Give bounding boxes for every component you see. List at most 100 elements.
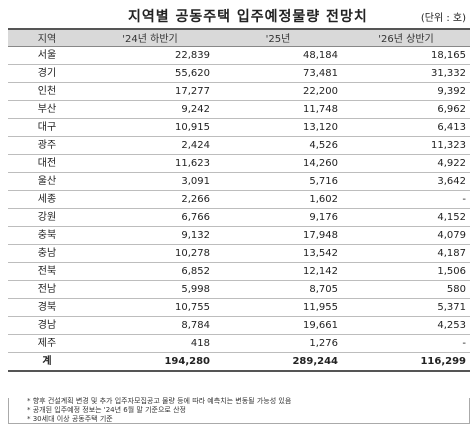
- notes-box: * 향후 건설계획 변경 및 추가 입주자모집공고 물량 등에 따라 예측치는 …: [8, 397, 470, 424]
- value-2026-h1: 6,962: [342, 100, 470, 119]
- value-2024-h2: 11,623: [86, 154, 214, 173]
- table-row: 세종 2,266 1,602-: [8, 190, 470, 209]
- region-cell: 인천: [8, 82, 86, 101]
- value-2025: 4,526: [214, 136, 342, 155]
- value-2026-h1: -: [342, 190, 470, 209]
- value-2024-h2: 2,266: [86, 190, 214, 209]
- region-cell: 울산: [8, 172, 86, 191]
- header-2025: '25년: [214, 30, 342, 47]
- value-2025: 13,120: [214, 118, 342, 137]
- value-2026-h1: 4,253: [342, 316, 470, 335]
- table-body: 서울 22,839 48,184 18,165 경기 55,620 73,481 31,332…: [8, 46, 470, 372]
- value-2025: 73,481: [214, 64, 342, 83]
- note-1: * 향후 건설계획 변경 및 추가 입주자모집공고 물량 등에 따라 예측치는 …: [27, 397, 292, 405]
- region-cell: 전남: [8, 280, 86, 299]
- header-region: 지역: [8, 30, 86, 47]
- note-3: * 30세대 이상 공동주택 기준: [27, 415, 113, 423]
- value-2024-h2: 10,915: [86, 118, 214, 137]
- value-2026-h1: 4,079: [342, 226, 470, 245]
- value-2026-h1: 4,152: [342, 208, 470, 227]
- value-2025: 11,955: [214, 298, 342, 317]
- table-row: 인천 17,277 22,200 9,392: [8, 82, 470, 101]
- value-2024-h2: 10,278: [86, 244, 214, 263]
- table-row: 전북 6,852 12,142 1,506: [8, 262, 470, 281]
- value-2026-h1: 18,165: [342, 46, 470, 65]
- region-cell: 강원: [8, 208, 86, 227]
- value-2025: 13,542: [214, 244, 342, 263]
- value-2024-h2: 418: [86, 334, 214, 353]
- region-cell: 충북: [8, 226, 86, 245]
- value-2025: 12,142: [214, 262, 342, 281]
- unit-label: (단위 : 호): [420, 13, 466, 24]
- value-2024-h2: 22,839: [86, 46, 214, 65]
- value-2025: 5,716: [214, 172, 342, 191]
- table-row: 부산 9,242 11,748 6,962: [8, 100, 470, 119]
- value-2024-h2: 2,424: [86, 136, 214, 155]
- region-cell: 충남: [8, 244, 86, 263]
- note-2: * 공개된 입주예정 정보는 '24년 6월 말 기준으로 산정: [27, 406, 186, 414]
- header-2026-h1: '26년 상반기: [342, 30, 470, 47]
- value-2025: 8,705: [214, 280, 342, 299]
- value-2026-h1: 11,323: [342, 136, 470, 155]
- value-2024-h2: 55,620: [86, 64, 214, 83]
- table-row: 충남 10,278 13,542 4,187: [8, 244, 470, 263]
- value-2025: 17,948: [214, 226, 342, 245]
- region-cell: 부산: [8, 100, 86, 119]
- value-2024-h2: 5,998: [86, 280, 214, 299]
- table-row: 광주 2,424 4,526 11,323: [8, 136, 470, 155]
- value-2024-h2: 6,852: [86, 262, 214, 281]
- value-2024-h2: 10,755: [86, 298, 214, 317]
- value-2024-h2: 3,091: [86, 172, 214, 191]
- table-header-row: 지역 '24년 하반기 '25년 '26년 상반기: [8, 30, 470, 47]
- value-2025: 14,260: [214, 154, 342, 173]
- total-label: 계: [8, 351, 86, 372]
- table-total-row: 계 194,280 289,244 116,299: [8, 351, 470, 372]
- value-2025: 1,602: [214, 190, 342, 209]
- page-title: 지역별 공동주택 입주예정물량 전망치: [128, 9, 368, 25]
- table-row: 서울 22,839 48,184 18,165: [8, 46, 470, 65]
- value-2026-h1: 31,332: [342, 64, 470, 83]
- value-2025: 48,184: [214, 46, 342, 65]
- region-cell: 전북: [8, 262, 86, 281]
- region-cell: 대구: [8, 118, 86, 137]
- value-2025: 22,200: [214, 82, 342, 101]
- table-row: 충북 9,132 17,948 4,079: [8, 226, 470, 245]
- total-2025: 289,244: [214, 351, 342, 372]
- value-2026-h1: 6,413: [342, 118, 470, 137]
- value-2026-h1: 4,187: [342, 244, 470, 263]
- value-2024-h2: 6,766: [86, 208, 214, 227]
- region-cell: 경남: [8, 316, 86, 335]
- value-2026-h1: -: [342, 334, 470, 353]
- value-2026-h1: 5,371: [342, 298, 470, 317]
- region-cell: 광주: [8, 136, 86, 155]
- value-2026-h1: 9,392: [342, 82, 470, 101]
- table-row: 전남 5,998 8,705 580: [8, 280, 470, 299]
- region-cell: 제주: [8, 334, 86, 353]
- value-2026-h1: 4,922: [342, 154, 470, 173]
- value-2026-h1: 580: [342, 280, 470, 299]
- value-2024-h2: 9,132: [86, 226, 214, 245]
- table-row: 경북 10,755 11,955 5,371: [8, 298, 470, 317]
- table-row: 제주 418 1,276-: [8, 334, 470, 353]
- region-cell: 대전: [8, 154, 86, 173]
- table-row: 강원 6,766 9,176 4,152: [8, 208, 470, 227]
- table-row: 경남 8,784 19,661 4,253: [8, 316, 470, 335]
- header-2024-h2: '24년 하반기: [86, 30, 214, 47]
- value-2024-h2: 9,242: [86, 100, 214, 119]
- value-2024-h2: 8,784: [86, 316, 214, 335]
- total-2026-h1: 116,299: [342, 351, 470, 372]
- housing-supply-table: 지역 '24년 하반기 '25년 '26년 상반기 서울 22,839 48,184…: [8, 30, 470, 372]
- value-2026-h1: 3,642: [342, 172, 470, 191]
- region-cell: 서울: [8, 46, 86, 65]
- value-2026-h1: 1,506: [342, 262, 470, 281]
- total-2024-h2: 194,280: [86, 351, 214, 372]
- value-2025: 9,176: [214, 208, 342, 227]
- table-row: 울산 3,091 5,716 3,642: [8, 172, 470, 191]
- table-row: 경기 55,620 73,481 31,332: [8, 64, 470, 83]
- value-2025: 19,661: [214, 316, 342, 335]
- title-row: 지역별 공동주택 입주예정물량 전망치 (단위 : 호): [0, 0, 474, 30]
- data-table-container: 지역 '24년 하반기 '25년 '26년 상반기 서울 22,839 48,184…: [8, 28, 470, 372]
- region-cell: 세종: [8, 190, 86, 209]
- region-cell: 경기: [8, 64, 86, 83]
- value-2025: 11,748: [214, 100, 342, 119]
